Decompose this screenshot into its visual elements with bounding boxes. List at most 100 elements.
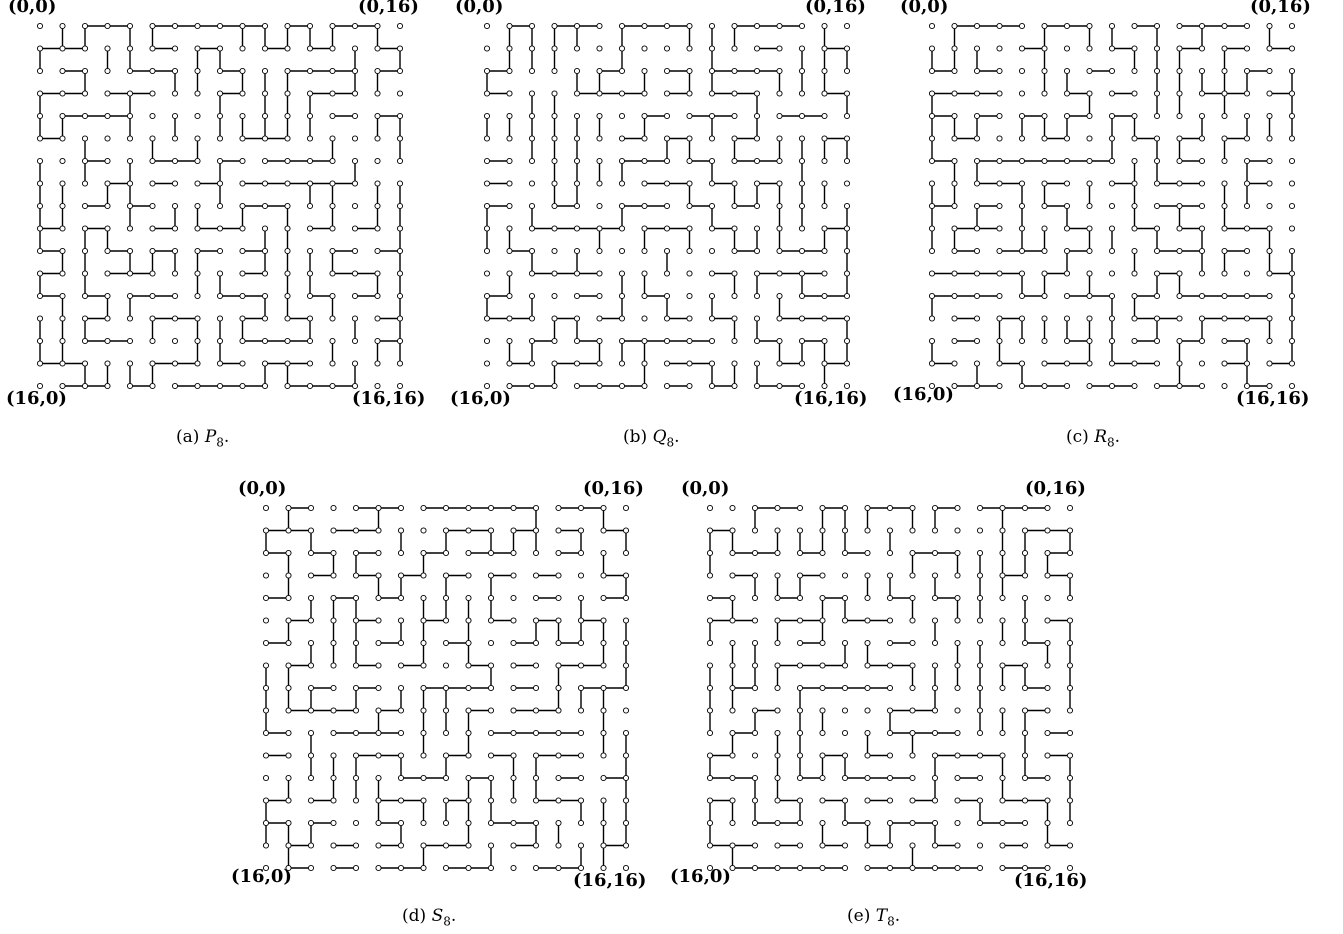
- lattice-node: [909, 729, 916, 737]
- lattice-node: [1266, 135, 1273, 142]
- lattice-node: [1176, 382, 1183, 390]
- lattice-node: [1266, 270, 1273, 277]
- lattice-node: [909, 797, 916, 804]
- lattice-node: [1108, 225, 1116, 232]
- lattice-node: [796, 842, 804, 849]
- corner-label-bottom-right: (16,16): [352, 388, 426, 409]
- lattice-node: [1131, 45, 1138, 52]
- lattice-node: [577, 684, 585, 692]
- lattice-node: [973, 157, 981, 165]
- lattice-node: [573, 292, 581, 300]
- lattice-node: [796, 819, 804, 827]
- lattice-node: [1018, 202, 1026, 210]
- lattice-node: [555, 819, 562, 827]
- lattice-node: [686, 225, 693, 232]
- lattice-node: [551, 67, 558, 75]
- lattice-node: [751, 819, 759, 827]
- lattice-node: [600, 774, 607, 782]
- lattice-node: [577, 729, 585, 737]
- lattice-node: [776, 315, 783, 322]
- lattice-node: [532, 527, 540, 534]
- lattice-node: [149, 225, 156, 232]
- lattice-node: [864, 639, 871, 647]
- lattice-node: [973, 180, 981, 187]
- lattice-node: [796, 707, 804, 714]
- lattice-node: [641, 202, 648, 210]
- lattice-node: [306, 292, 314, 300]
- lattice-node: [59, 270, 66, 277]
- lattice-node: [641, 337, 648, 345]
- lattice-node: [843, 247, 851, 255]
- lattice-node: [528, 180, 536, 187]
- lattice-node: [931, 594, 939, 602]
- lattice-node: [753, 67, 761, 75]
- lattice-node: [708, 270, 716, 277]
- lattice-node: [1266, 225, 1273, 232]
- lattice-node: [306, 157, 314, 165]
- lattice-node: [532, 639, 540, 647]
- lattice-node: [1221, 225, 1228, 232]
- lattice-node: [796, 617, 804, 624]
- lattice-node: [1063, 135, 1071, 142]
- lattice-node: [753, 45, 761, 52]
- lattice-node: [996, 225, 1003, 232]
- lattice-node: [821, 45, 828, 52]
- lattice-node: [1198, 270, 1206, 277]
- lattice-node: [442, 774, 450, 782]
- lattice-node: [1153, 45, 1161, 52]
- lattice-graph: [36, 22, 404, 390]
- lattice-node: [706, 549, 714, 557]
- lattice-node: [126, 315, 134, 322]
- lattice-node: [686, 247, 693, 255]
- lattice-node: [996, 360, 1003, 367]
- lattice-node: [506, 225, 513, 232]
- lattice-node: [307, 684, 315, 692]
- lattice-node: [954, 797, 961, 804]
- lattice-node: [928, 315, 936, 322]
- lattice-node: [442, 527, 450, 534]
- lattice-node: [1131, 225, 1138, 232]
- lattice-node: [819, 527, 826, 534]
- lattice-node: [1044, 549, 1051, 557]
- lattice-node: [931, 864, 939, 872]
- lattice-node: [1044, 819, 1051, 827]
- lattice-node: [1066, 684, 1074, 692]
- lattice-node: [622, 842, 630, 849]
- lattice-node: [864, 819, 871, 827]
- lattice-node: [798, 292, 806, 300]
- lattice-node: [706, 729, 714, 737]
- lattice-node: [618, 337, 626, 345]
- lattice-node: [796, 752, 804, 759]
- lattice-node: [928, 337, 936, 345]
- lattice-node: [1243, 45, 1251, 52]
- lattice-node: [731, 247, 738, 255]
- lattice-node: [465, 819, 472, 827]
- lattice-node: [285, 572, 292, 579]
- lattice-node: [973, 382, 981, 390]
- lattice-node: [1018, 292, 1026, 300]
- lattice-node: [864, 504, 871, 512]
- lattice-node: [1018, 135, 1026, 142]
- lattice-node: [284, 270, 291, 277]
- lattice-node: [239, 360, 246, 367]
- lattice-node: [506, 292, 513, 300]
- lattice-node: [798, 90, 806, 97]
- lattice-node: [397, 594, 405, 602]
- lattice-node: [798, 45, 806, 52]
- lattice-node: [1108, 67, 1116, 75]
- lattice-node: [886, 842, 894, 849]
- lattice-node: [375, 684, 382, 692]
- lattice-node: [909, 549, 916, 557]
- lattice-node: [843, 360, 851, 367]
- lattice-node: [126, 22, 134, 30]
- lattice-node: [1041, 45, 1048, 52]
- lattice-node: [216, 247, 224, 255]
- lattice-node: [555, 752, 562, 759]
- lattice-node: [506, 180, 513, 187]
- lattice-node: [216, 225, 224, 232]
- lattice-node: [731, 360, 738, 367]
- lattice-node: [618, 202, 626, 210]
- lattice-node: [976, 527, 984, 534]
- lattice-node: [864, 752, 871, 759]
- lattice-node: [1044, 527, 1051, 534]
